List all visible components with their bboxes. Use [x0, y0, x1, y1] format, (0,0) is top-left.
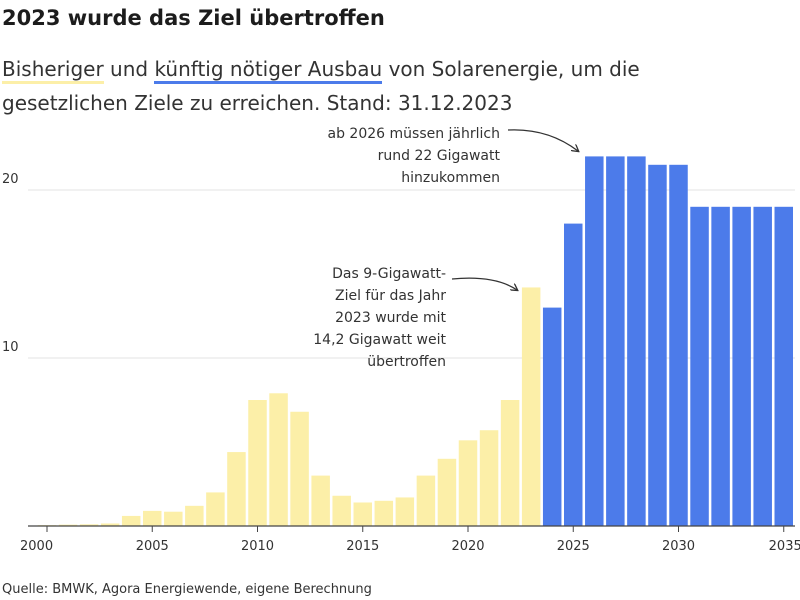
bar-historical-2019: [437, 458, 457, 526]
subtitle-rest: von Solarenergie, um die gesetzlichen Zi…: [2, 57, 640, 115]
annotation-2-line: übertroffen: [367, 354, 446, 370]
annotation-2-line: 2023 wurde mit: [335, 310, 446, 326]
chart-title: 2023 wurde das Ziel übertroffen: [2, 6, 385, 30]
annotation-arrow-2026: [507, 129, 578, 151]
bar-planned-2028: [627, 156, 646, 526]
bar-historical-2015: [353, 502, 372, 526]
x-tick-label: 2030: [662, 539, 695, 554]
x-tick-label: 2005: [136, 539, 169, 554]
legend-planned: künftig nötiger Ausbau: [154, 57, 383, 84]
bar-planned-2026: [585, 156, 604, 526]
grid-lines: [28, 189, 795, 359]
bar-planned-2031: [690, 206, 709, 527]
bar-historical-2023: [521, 287, 541, 526]
bar-historical-2008: [206, 492, 225, 526]
bar-planned-2030: [669, 164, 688, 527]
bar-planned-2024: [542, 307, 562, 526]
annotation-2-line: Ziel für das Jahr: [335, 288, 446, 304]
annotation-arrow-2023: [451, 277, 517, 290]
bar-planned-2033: [732, 206, 751, 527]
bar-planned-2027: [606, 156, 625, 526]
annotation-1-line: hinzukommen: [401, 170, 500, 186]
bar-planned-2035: [774, 206, 793, 527]
bar-historical-2018: [416, 475, 436, 526]
bar-planned-2032: [711, 206, 730, 527]
annotation-1-line: ab 2026 müssen jährlich: [328, 126, 500, 142]
bar-historical-2016: [374, 500, 394, 526]
source-note: Quelle: BMWK, Agora Energiewende, eigene…: [2, 582, 372, 597]
x-tick-label: 2015: [346, 539, 379, 554]
bar-historical-2009: [227, 452, 246, 526]
bar-historical-2011: [269, 393, 288, 526]
bar-historical-2004: [121, 515, 141, 526]
x-tick-label: 2025: [557, 539, 590, 554]
bar-historical-2002: [79, 524, 99, 526]
bar-historical-2010: [248, 400, 267, 526]
x-tick-label: 2010: [241, 539, 274, 554]
y-tick-label: 10: [2, 340, 19, 355]
bar-historical-2022: [500, 400, 520, 526]
bar-historical-2020: [458, 440, 478, 526]
bar-planned-2025: [564, 223, 583, 526]
annotations: ab 2026 müssen jährlich rund 22 Gigawatt h…: [313, 126, 578, 370]
bars: [37, 156, 793, 527]
annotation-1-line: rund 22 Gigawatt: [378, 148, 501, 164]
bar-planned-2029: [648, 164, 667, 527]
bar-historical-2013: [311, 475, 330, 526]
bar-historical-2003: [100, 523, 120, 526]
bar-historical-2006: [164, 511, 183, 526]
legend-historical: Bisheriger: [2, 57, 104, 84]
bar-historical-2012: [290, 411, 309, 526]
x-tick-label: 2035: [769, 539, 800, 554]
bar-historical-2005: [143, 510, 162, 526]
annotation-2-line: Das 9-Gigawatt-: [332, 266, 446, 282]
subtitle-connector: und: [110, 57, 149, 81]
chart-subtitle: Bisheriger und künftig nötiger Ausbau vo…: [2, 52, 762, 120]
bar-historical-2001: [58, 524, 78, 526]
bar-historical-2021: [479, 430, 499, 526]
y-tick-label: 20: [2, 172, 19, 187]
bar-historical-2017: [395, 497, 415, 526]
bar-planned-2034: [753, 206, 772, 527]
axes: 10 20 2000 2005 2010 2015 2020 2025 2030 2035: [2, 172, 800, 554]
annotation-2-line: 14,2 Gigawatt weit: [313, 332, 446, 348]
x-tick-label: 2000: [20, 539, 53, 554]
bar-historical-2014: [332, 495, 351, 526]
x-tick-label: 2020: [451, 539, 484, 554]
bar-historical-2007: [185, 505, 204, 526]
